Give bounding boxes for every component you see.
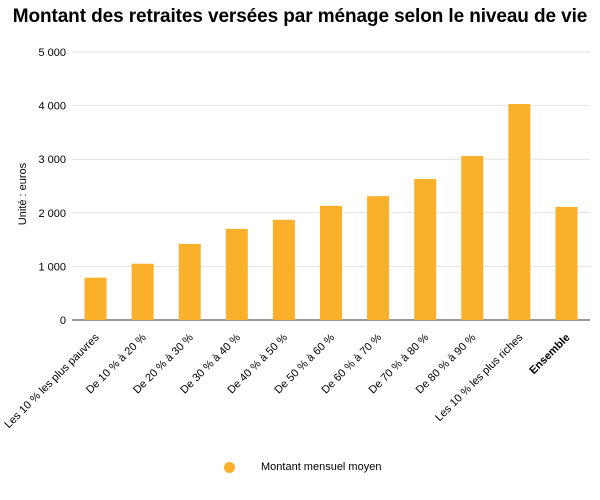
bar — [131, 263, 154, 320]
x-tick-label: Ensemble — [527, 332, 572, 377]
legend-marker — [224, 461, 235, 473]
x-tick-label: Les 10 % les plus pauvres — [2, 331, 102, 431]
bar — [320, 205, 342, 320]
bar — [178, 243, 201, 320]
legend-label: Montant mensuel moyen — [261, 461, 382, 473]
bar — [367, 196, 390, 320]
bar — [508, 103, 531, 320]
bar — [84, 277, 107, 320]
bar — [555, 206, 578, 320]
y-tick-label: 4 000 — [38, 101, 66, 113]
y-tick-label: 2 000 — [38, 208, 66, 220]
chart-title: Montant des retraites versées par ménage… — [12, 6, 588, 27]
y-tick-label: 3 000 — [38, 154, 66, 166]
y-axis-label: Unité : euros — [17, 162, 29, 225]
bar — [225, 228, 248, 320]
y-tick-label: 1 000 — [38, 261, 66, 273]
y-tick-label: 5 000 — [38, 47, 66, 59]
bar — [272, 219, 295, 320]
y-tick-label: 0 — [60, 315, 66, 327]
bar — [414, 179, 437, 320]
x-tick-label: Les 10 % les plus riches — [433, 331, 526, 424]
bar — [461, 155, 484, 320]
legend: Montant mensuel moyen — [224, 461, 381, 473]
